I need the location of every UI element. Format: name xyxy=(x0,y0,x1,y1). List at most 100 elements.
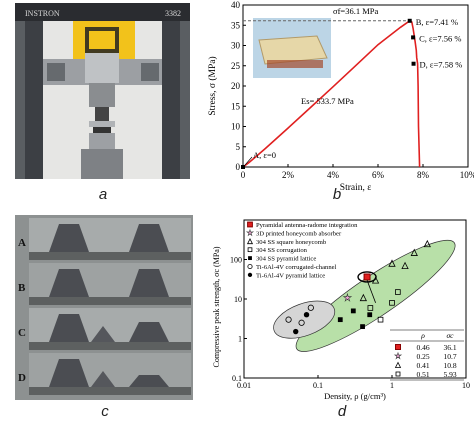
table-marker xyxy=(394,361,402,368)
table-cell-rho: 0.25 xyxy=(416,352,429,361)
legend-marker xyxy=(245,228,255,237)
y-tick-label: 10 xyxy=(231,122,241,132)
model-label: 3382 xyxy=(165,9,181,18)
instron-label: INSTRON xyxy=(25,9,60,18)
legend-marker xyxy=(247,221,253,228)
point-B xyxy=(407,18,412,23)
data-point-1 xyxy=(342,292,353,302)
legend-label: 304 SS corrugation xyxy=(256,247,308,254)
x-tick-label: 2% xyxy=(282,170,295,180)
chart-stress-strain: 0 2% 4% 6% 8% 10% 0 5 10 15 20 25 30 35 40 Strain, ε Str… xyxy=(205,0,474,196)
legend-label: Ti-6Al-4V corrugated-channel xyxy=(256,264,337,271)
annotation-A: A, ε=0 xyxy=(253,150,276,160)
photo-a-illustration: INSTRON 3382 xyxy=(15,3,190,179)
data-point-3 xyxy=(389,300,395,306)
y-tick-label: 0.1 xyxy=(232,374,242,383)
annotation-D: D, ε=7.58 % xyxy=(420,60,463,70)
data-point-6 xyxy=(303,312,310,318)
row-base xyxy=(29,252,191,260)
x-tick-label: 1 xyxy=(390,381,394,390)
table-cell-sigma: 10.7 xyxy=(443,352,456,361)
table-cell-rho: 0.46 xyxy=(416,343,429,352)
sample-left xyxy=(49,359,89,387)
annotation-modulus: Es= 533.7 MPa xyxy=(301,96,354,106)
y-tick-label: 10 xyxy=(234,295,242,304)
row-label-d: D xyxy=(18,372,26,384)
sample-left xyxy=(49,314,89,342)
legend-label: 304 SS pyramid lattice xyxy=(256,256,316,263)
caption-c: c xyxy=(101,403,109,420)
legend-label: 3D printed honeycomb absorber xyxy=(256,230,342,237)
caption-a: a xyxy=(98,186,108,203)
stress-strain-svg: 0 2% 4% 6% 8% 10% 0 5 10 15 20 25 30 35 40 Strain, ε Str… xyxy=(207,0,474,193)
sample-right xyxy=(129,375,169,387)
annotation-B: B, ε=7.41 % xyxy=(416,17,458,27)
table-cell-sigma: 5.93 xyxy=(443,370,456,379)
sample-left xyxy=(49,269,89,297)
table-cell-sigma: 36.1 xyxy=(443,343,456,352)
legend-marker xyxy=(248,256,252,261)
fracture-debris xyxy=(91,371,115,387)
legend-marker xyxy=(247,272,253,278)
legend-marker xyxy=(247,263,253,270)
caption-d: d xyxy=(337,403,347,420)
annotation-peak: σf=36.1 MPa xyxy=(333,6,378,16)
y-tick-label: 100 xyxy=(230,256,242,265)
y-tick-label: 1 xyxy=(238,335,242,344)
table-marker xyxy=(393,351,403,360)
data-point-3 xyxy=(377,316,384,323)
photo-test-machine: INSTRON 3382 xyxy=(15,3,190,179)
table-marker xyxy=(395,344,401,350)
row-label-b: B xyxy=(18,282,26,294)
data-point-2 xyxy=(359,293,367,302)
caption-b: b xyxy=(332,186,342,203)
table-cell-rho: 0.41 xyxy=(416,361,429,370)
data-point-2 xyxy=(388,259,396,267)
data-point-4 xyxy=(337,317,343,323)
row-base xyxy=(29,297,191,305)
legend-marker xyxy=(247,247,253,253)
photo-c-illustration: A B C D xyxy=(15,215,193,400)
y-axis-label: Compressive peak strength, σc (MPa) xyxy=(212,246,221,367)
data-point-4 xyxy=(360,324,365,330)
data-point-4 xyxy=(367,312,373,318)
data-point-2 xyxy=(410,248,418,256)
data-point-6 xyxy=(293,328,299,335)
chart-strength-density: 0.01 0.1 1 10 0.1 1 10 100 Density, ρ (g/cm³) Com… xyxy=(210,214,472,410)
x-axis-label: Density, ρ (g/cm³) xyxy=(324,391,386,401)
table-cell-rho: 0.51 xyxy=(416,370,429,379)
leader-line xyxy=(366,280,376,303)
region-ss xyxy=(295,239,456,352)
x-tick-label: 10 xyxy=(462,381,470,390)
data-point-2 xyxy=(401,261,409,270)
x-tick-label: 0.01 xyxy=(237,381,251,390)
point-C xyxy=(411,35,416,40)
inset-photo xyxy=(253,18,331,78)
legend-label: Pyramidal antenna-radome integration xyxy=(256,222,358,229)
row-base xyxy=(29,342,191,350)
row-label-c: C xyxy=(18,327,26,339)
sample-right xyxy=(129,224,169,252)
row-label-a: A xyxy=(18,237,26,249)
legend-label: Ti-6Al-4V pyramid lattice xyxy=(256,272,325,279)
y-tick-label: 40 xyxy=(231,0,241,10)
x-axis-label: Strain, ε xyxy=(340,183,371,193)
point-D xyxy=(411,61,416,66)
x-tick-label: 0.1 xyxy=(313,381,323,390)
data-point-5 xyxy=(285,316,292,323)
legend-marker xyxy=(246,238,254,245)
y-tick-label: 5 xyxy=(236,142,241,152)
y-tick-label: 20 xyxy=(231,81,241,91)
fracture-debris xyxy=(91,326,115,342)
region-ti xyxy=(273,300,336,339)
y-tick-label: 30 xyxy=(231,41,241,51)
data-point-5 xyxy=(298,319,305,326)
y-tick-label: 0 xyxy=(236,162,241,172)
annotation-A-pointer xyxy=(244,156,253,166)
data-point-2 xyxy=(423,239,431,248)
table-header-sigma: σc xyxy=(446,331,454,340)
x-tick-label: 10% xyxy=(460,170,474,180)
data-point-5 xyxy=(307,304,314,311)
row-base xyxy=(29,387,191,395)
